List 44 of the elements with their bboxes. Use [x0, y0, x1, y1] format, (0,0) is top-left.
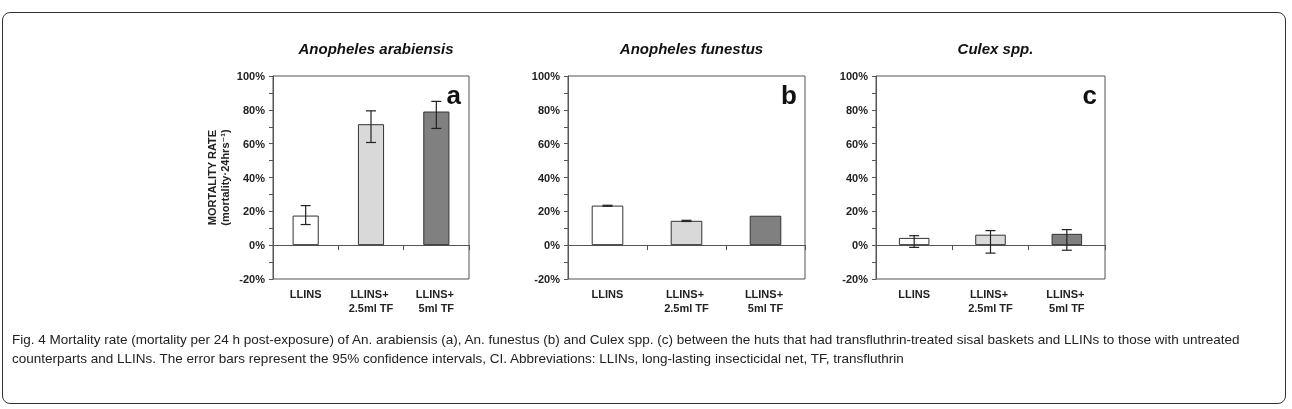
- bar: [423, 111, 450, 246]
- y-tick-label: 0%: [249, 239, 266, 252]
- y-tick-label: 100%: [839, 70, 869, 82]
- x-tick-label: LLINS: [289, 288, 322, 300]
- y-tick-label: 60%: [537, 137, 561, 150]
- x-tick-label: LLINS: [898, 288, 931, 300]
- x-tick-label: LLINS+ 5ml TF: [415, 288, 457, 314]
- y-tick-label: 60%: [242, 137, 266, 150]
- bar: [292, 215, 319, 246]
- x-tick-label: LLINS+ 2.5ml TF: [664, 288, 710, 314]
- y-tick-label: 0%: [544, 239, 561, 252]
- chart-title: Anopheles arabiensis: [297, 40, 454, 57]
- y-axis-title: MORTALITY RATE (mortality·24hrs⁻¹): [205, 129, 231, 226]
- y-tick-label: 20%: [537, 205, 561, 218]
- x-tick-label: LLINS+ 2.5ml TF: [968, 288, 1014, 314]
- bar: [357, 124, 385, 246]
- y-tick-label: 100%: [236, 70, 266, 82]
- bar: [749, 215, 782, 246]
- x-tick-label: LLINS+ 5ml TF: [1046, 288, 1088, 314]
- chart-title: Anopheles funestus: [618, 40, 764, 57]
- y-tick-label: 80%: [537, 103, 561, 116]
- y-tick-label: 80%: [242, 103, 266, 116]
- y-tick-label: 100%: [531, 70, 561, 82]
- bar: [591, 205, 624, 246]
- y-tick-label: 40%: [242, 171, 266, 184]
- bar: [670, 220, 703, 246]
- annotation: b: [781, 80, 798, 110]
- caption: Fig. 4 Mortality rate (mortality per 24 h post-exposure) of An. arabiensis (a), An. funestus (b) and Culex spp. (c) between the huts that had transfluthrin-treated sisal baskets and LLINs to those with untreated counterparts and LLINs. The error bars represent the 95% confidence intervals, CI. Abbreviations: LLINs, long-lasting insecticidal net, TF, transfluthrin: [12, 331, 1241, 368]
- y-tick-label: -20%: [534, 273, 561, 285]
- y-tick-label: 0%: [852, 239, 869, 252]
- annotation: a: [446, 80, 462, 110]
- y-tick-label: 40%: [845, 171, 869, 184]
- y-tick-label: 80%: [845, 103, 869, 116]
- y-tick-label: 60%: [845, 137, 869, 150]
- chart-title: Culex spp.: [957, 40, 1034, 57]
- y-tick-label: -20%: [239, 273, 266, 285]
- y-tick-label: 20%: [242, 205, 266, 218]
- x-tick-label: LLINS: [591, 288, 624, 300]
- y-tick-label: -20%: [842, 273, 869, 285]
- x-tick-label: LLINS+ 2.5ml TF: [348, 288, 394, 314]
- y-tick-label: 40%: [537, 171, 561, 184]
- y-tick-label: 20%: [845, 205, 869, 218]
- x-tick-label: LLINS+ 5ml TF: [744, 288, 787, 314]
- annotation: c: [1082, 80, 1098, 110]
